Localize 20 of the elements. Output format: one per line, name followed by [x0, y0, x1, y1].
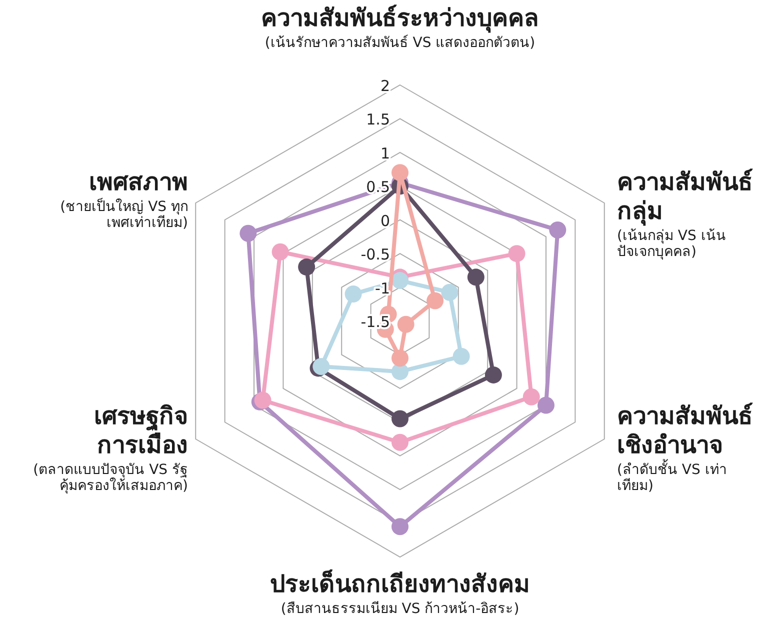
y-tick-label: 0.5: [366, 178, 390, 196]
spoke-label: เศรษฐกิจการเมือง: [93, 402, 188, 460]
text: (สืบสานธรรมเนียม VS ก้าวหน้า-อิสระ): [280, 600, 520, 617]
y-tick-label: 0: [380, 212, 390, 230]
spoke-label: เพศสภาพ: [88, 168, 188, 197]
text: (ชายเป็นใหญ่ VS ทุกเพศเท่าเทียม): [59, 198, 188, 231]
text: (ตลาดแบบปัจจุบัน VS รัฐคุ้มครองให้เสมอภาค): [32, 462, 188, 494]
y-tick-label: 1.5: [366, 110, 390, 129]
y-tick-label: 2: [380, 77, 390, 95]
y-tick-label: 1: [380, 144, 390, 162]
y-tick-label: -0.5: [360, 246, 390, 264]
y-tick-label: -1: [375, 279, 390, 298]
text: (เน้นกลุ่ม VS เน้นปัจเจกบุคคล): [617, 228, 727, 260]
text: (ลำดับชั้น VS เท่าเทียม): [617, 462, 728, 494]
spoke-label: ความสัมพันธ์เชิงอำนาจ: [617, 402, 754, 459]
spoke-label: ประเด็นถกเถียงทางสังคม: [269, 570, 531, 599]
text: (เน้นรักษาความสัมพันธ์ VS แสดงออกตัวตน): [264, 34, 536, 51]
y-tick-label: -1.5: [360, 313, 390, 331]
spoke-label: ความสัมพันธ์ระหว่างบุคคล: [260, 4, 540, 33]
spoke-label: ความสัมพันธ์กลุ่ม: [617, 168, 754, 226]
